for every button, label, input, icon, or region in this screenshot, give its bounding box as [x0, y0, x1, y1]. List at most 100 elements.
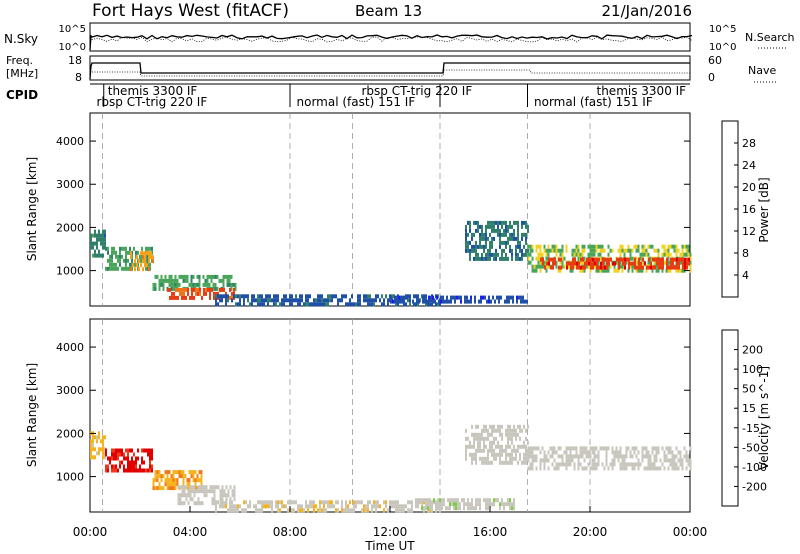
data-cell [249, 302, 251, 307]
data-cell [583, 446, 586, 451]
data-cell [411, 500, 413, 505]
data-cell [683, 244, 686, 249]
data-cell [160, 474, 163, 479]
data-cell [141, 456, 143, 461]
data-cell [299, 298, 301, 303]
data-cell [513, 424, 515, 429]
data-cell [531, 458, 534, 463]
data-cell [618, 265, 620, 270]
data-cell [423, 508, 425, 513]
data-cell [371, 504, 373, 509]
data-cell [477, 228, 479, 233]
data-cell [345, 500, 347, 505]
data-cell [436, 295, 438, 300]
data-cell [465, 448, 467, 453]
data-cell [681, 462, 684, 467]
data-cell [181, 295, 183, 300]
data-cell [493, 502, 495, 507]
y-tick-label: 2000 [56, 427, 84, 440]
data-cell [649, 466, 652, 471]
data-cell [129, 468, 131, 473]
y-tick-label: 3000 [56, 384, 84, 397]
data-cell [465, 452, 467, 457]
data-cell [361, 508, 363, 513]
data-cell [517, 256, 519, 261]
data-cell [537, 446, 540, 451]
data-cell [251, 294, 253, 299]
cpid-segment-label: themis 3300 IF [108, 84, 198, 98]
data-cell [673, 462, 676, 467]
data-cell [593, 450, 596, 455]
data-cell [475, 220, 477, 225]
data-cell [581, 268, 584, 273]
data-cell [123, 246, 125, 251]
data-cell [657, 466, 660, 471]
data-cell [243, 500, 245, 505]
data-cell [597, 462, 600, 467]
data-cell [551, 244, 554, 249]
data-cell [517, 240, 519, 245]
data-cell [681, 244, 684, 249]
data-cell [474, 295, 476, 300]
data-cell [573, 264, 576, 269]
data-cell [439, 500, 441, 505]
data-cell [637, 462, 640, 467]
data-cell [437, 502, 439, 507]
data-cell [511, 506, 513, 511]
data-cell [649, 256, 652, 261]
data-cell [529, 244, 532, 249]
data-cell [635, 260, 638, 265]
data-cell [603, 268, 606, 273]
data-cell [676, 257, 678, 262]
data-cell [92, 253, 94, 258]
data-cell [481, 228, 483, 233]
data-cell [383, 508, 385, 513]
data-cell [225, 302, 227, 307]
colorbar-tick-label: 50 [742, 383, 756, 396]
data-cell [142, 259, 144, 264]
data-cell [669, 268, 672, 273]
data-cell [251, 298, 253, 303]
data-cell [130, 251, 132, 256]
data-cell [185, 287, 187, 292]
data-cell [146, 263, 148, 268]
data-cell [507, 444, 509, 449]
data-cell [383, 302, 385, 307]
data-cell [131, 448, 133, 453]
data-cell [483, 456, 485, 461]
data-cell [624, 265, 626, 270]
data-cell [143, 468, 145, 473]
data-cell [485, 460, 487, 465]
data-cell [537, 252, 540, 257]
data-cell [575, 446, 578, 451]
data-cell [463, 506, 465, 511]
data-cell [511, 502, 513, 507]
data-cell [519, 436, 521, 441]
data-cell [507, 498, 509, 503]
data-cell [630, 261, 632, 266]
data-cell [643, 248, 646, 253]
data-cell [121, 254, 123, 259]
data-cell [608, 261, 610, 266]
data-cell [119, 448, 121, 453]
data-cell [241, 508, 243, 513]
data-cell [271, 508, 273, 513]
data-cell [673, 458, 676, 463]
data-cell [511, 248, 513, 253]
data-cell [573, 248, 576, 253]
data-cell [641, 458, 644, 463]
data-cell [545, 252, 548, 257]
data-cell [485, 228, 487, 233]
data-cell [265, 294, 267, 299]
data-cell [119, 250, 121, 255]
data-cell [547, 252, 550, 257]
data-cell [487, 452, 489, 457]
data-cell [503, 240, 505, 245]
data-cell [154, 274, 157, 279]
data-cell [170, 482, 173, 487]
data-cell [188, 478, 191, 483]
data-cell [579, 252, 582, 257]
data-cell [431, 302, 433, 307]
data-cell [688, 261, 690, 266]
data-cell [655, 264, 658, 269]
